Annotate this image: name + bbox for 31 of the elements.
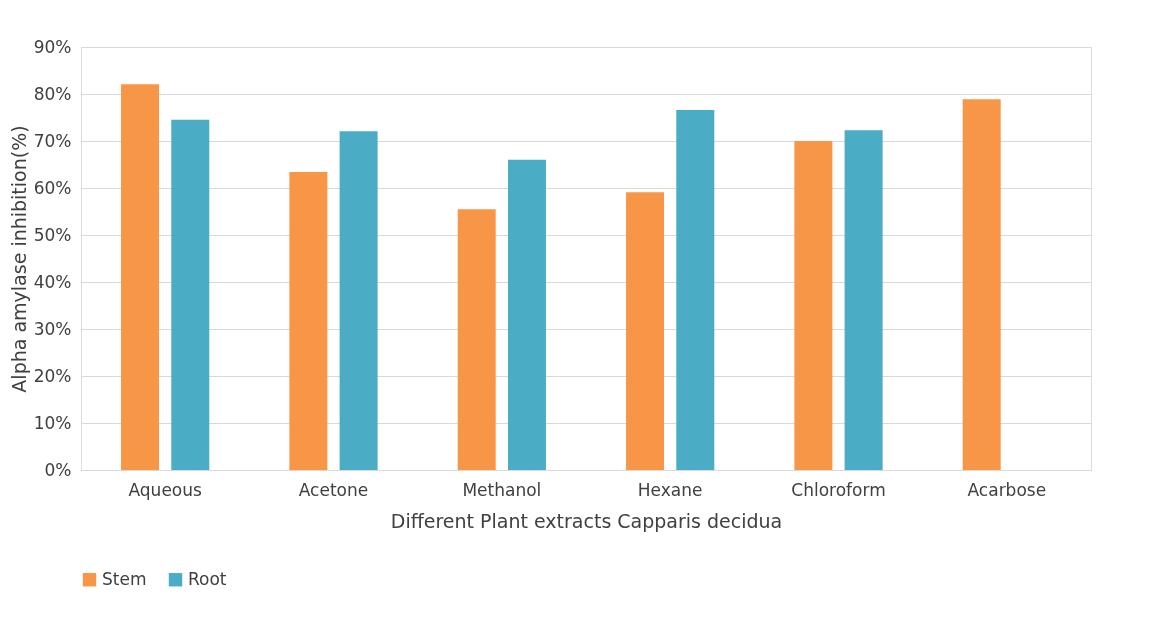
y-tick-label: 50% (33, 224, 72, 245)
x-tick-label: Chloroform (791, 479, 886, 500)
y-tick-label: 20% (33, 365, 72, 386)
bar (844, 130, 883, 470)
bar (794, 141, 833, 470)
x-axis-title: Different Plant extracts Capparis decidua (390, 509, 783, 532)
x-tick-label: Acetone (298, 479, 369, 500)
bar (626, 192, 665, 470)
bar (121, 84, 160, 470)
bar (339, 131, 378, 470)
x-tick-label: Methanol (462, 479, 542, 500)
bar (457, 209, 496, 470)
bar (289, 172, 328, 470)
y-tick-label: 80% (33, 83, 72, 104)
y-tick-label: 0% (44, 459, 72, 480)
bar (507, 159, 546, 470)
bar (171, 119, 210, 470)
bar (962, 99, 1001, 470)
x-tick-label: Aqueous (128, 479, 202, 500)
x-tick-label: Hexane (637, 479, 703, 500)
y-tick-label: 30% (33, 318, 72, 339)
y-tick-label: 90% (33, 36, 72, 57)
y-tick-label: 60% (33, 177, 72, 198)
y-tick-label: 40% (33, 271, 72, 292)
legend-label: Root (188, 568, 227, 589)
y-tick-label: 10% (33, 412, 72, 433)
x-tick-label: Acarbose (967, 479, 1047, 500)
y-tick-label: 70% (33, 130, 72, 151)
y-axis-title: Alpha amylase inhibition(%) (7, 125, 30, 393)
bar (676, 109, 715, 470)
legend-label: Stem (102, 568, 147, 589)
